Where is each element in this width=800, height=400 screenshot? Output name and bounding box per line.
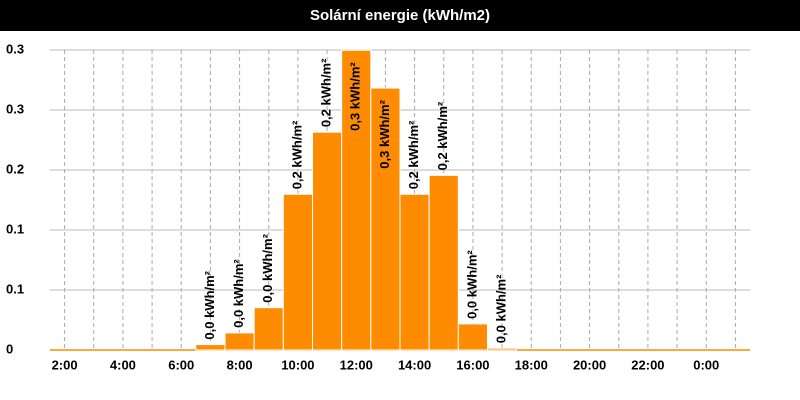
value-label: 0,2 kWh/m² <box>319 58 334 127</box>
value-label: 0,0 kWh/m² <box>464 250 479 319</box>
x-tick-label: 0:00 <box>693 357 719 372</box>
value-label: 0,0 kWh/m² <box>494 274 509 343</box>
y-tick-label: 0.3 <box>6 101 24 116</box>
y-tick-label: 0.3 <box>6 41 24 56</box>
value-label: 0,0 kWh/m² <box>260 233 275 302</box>
bar <box>341 49 372 351</box>
bar <box>224 332 255 351</box>
x-tick-label: 10:00 <box>281 357 314 372</box>
x-tick-label: 6:00 <box>168 357 194 372</box>
x-tick-label: 16:00 <box>456 357 489 372</box>
bar <box>282 193 314 351</box>
y-tick-label: 0.1 <box>6 281 24 296</box>
bar <box>370 87 401 351</box>
x-tick-label: 18:00 <box>515 357 548 372</box>
x-tick-label: 2:00 <box>52 357 78 372</box>
y-tick-label: 0.2 <box>6 161 24 176</box>
x-tick-label: 14:00 <box>398 357 431 372</box>
bar <box>428 174 459 351</box>
value-label: 0,3 kWh/m² <box>377 99 392 168</box>
value-label: 0,2 kWh/m² <box>406 120 421 189</box>
y-tick-label: 0 <box>6 341 13 356</box>
bar <box>195 344 226 351</box>
bar <box>253 307 284 351</box>
value-label: 0,0 kWh/m² <box>202 270 217 339</box>
bar <box>457 323 489 351</box>
x-tick-label: 8:00 <box>227 357 253 372</box>
x-tick-label: 20:00 <box>573 357 606 372</box>
bar <box>487 347 518 351</box>
value-label: 0,2 kWh/m² <box>289 120 304 189</box>
bar <box>399 193 430 351</box>
chart-title: Solární energie (kWh/m2) <box>310 7 490 24</box>
value-label: 0,0 kWh/m² <box>231 259 246 328</box>
value-label: 0,3 kWh/m² <box>348 62 363 131</box>
title-bar <box>0 0 800 31</box>
x-tick-label: 12:00 <box>340 357 373 372</box>
y-tick-label: 0.1 <box>6 221 24 236</box>
x-tick-label: 22:00 <box>631 357 664 372</box>
value-label: 0,2 kWh/m² <box>435 101 450 170</box>
x-tick-label: 4:00 <box>110 357 136 372</box>
bar <box>312 131 343 351</box>
